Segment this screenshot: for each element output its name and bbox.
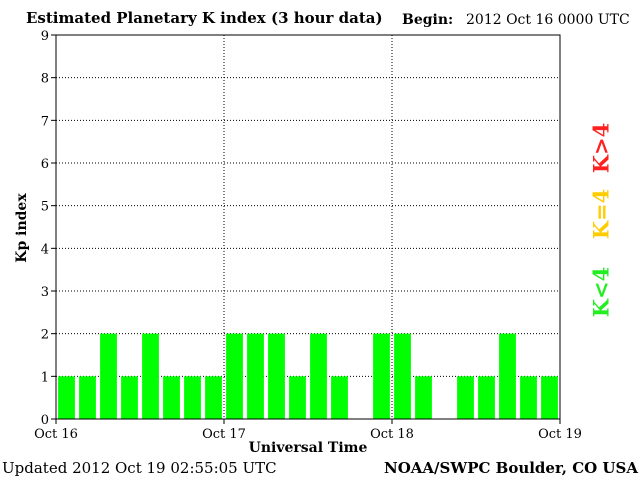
begin-label: Begin: [402,12,454,28]
y-tick-label: 0 [41,413,49,428]
y-tick-label: 3 [41,285,49,300]
kp-bar [226,333,243,419]
y-axis-label: Kp index [14,193,30,263]
updated-timestamp: Updated 2012 Oct 19 02:55:05 UTC [2,459,277,477]
kp-bar [289,376,306,419]
x-tick-label: Oct 18 [370,427,414,442]
x-tick-label: Oct 17 [202,427,246,442]
kp-bar [478,376,495,419]
x-tick-label: Oct 19 [538,427,582,442]
kp-bar [79,376,96,419]
x-axis-ticks: Oct 16 Oct 17 Oct 18 Oct 19 [34,419,582,442]
credit-text: NOAA/SWPC Boulder, CO USA [383,459,638,477]
y-tick-label: 1 [41,370,49,385]
kp-bar [331,376,348,419]
y-axis-ticks: 0 1 2 3 4 5 6 7 8 9 [41,29,56,428]
kp-bar [121,376,138,419]
legend-equal: K=4 [588,188,614,240]
kp-bar [520,376,537,419]
y-tick-label: 5 [41,200,49,215]
kp-bar [415,376,432,419]
kp-bar [58,376,75,419]
legend-high: K>4 [588,122,614,174]
kp-bar [100,333,117,419]
y-tick-label: 6 [41,157,49,172]
y-tick-label: 8 [41,72,49,87]
kp-bar [373,333,390,419]
grid-lines [56,35,560,419]
kp-bar [310,333,327,419]
kp-bar [184,376,201,419]
begin-value: 2012 Oct 16 0000 UTC [466,12,630,28]
kp-bar [205,376,222,419]
chart-title: Estimated Planetary K index (3 hour data… [26,9,383,27]
kp-bar [541,376,558,419]
x-tick-label: Oct 16 [34,427,78,442]
kp-bar [457,376,474,419]
y-tick-label: 4 [41,242,49,257]
kp-bar [142,333,159,419]
plot-frame [55,34,561,420]
x-axis-label: Universal Time [248,440,368,456]
kp-bar [247,333,264,419]
kp-bar [394,333,411,419]
kp-bar [268,333,285,419]
y-tick-label: 7 [41,114,49,129]
kp-bar [499,333,516,419]
legend-low: K<4 [588,266,614,318]
y-tick-label: 2 [41,328,49,343]
kp-bar [163,376,180,419]
bars [58,333,558,419]
y-tick-label: 9 [41,29,49,44]
